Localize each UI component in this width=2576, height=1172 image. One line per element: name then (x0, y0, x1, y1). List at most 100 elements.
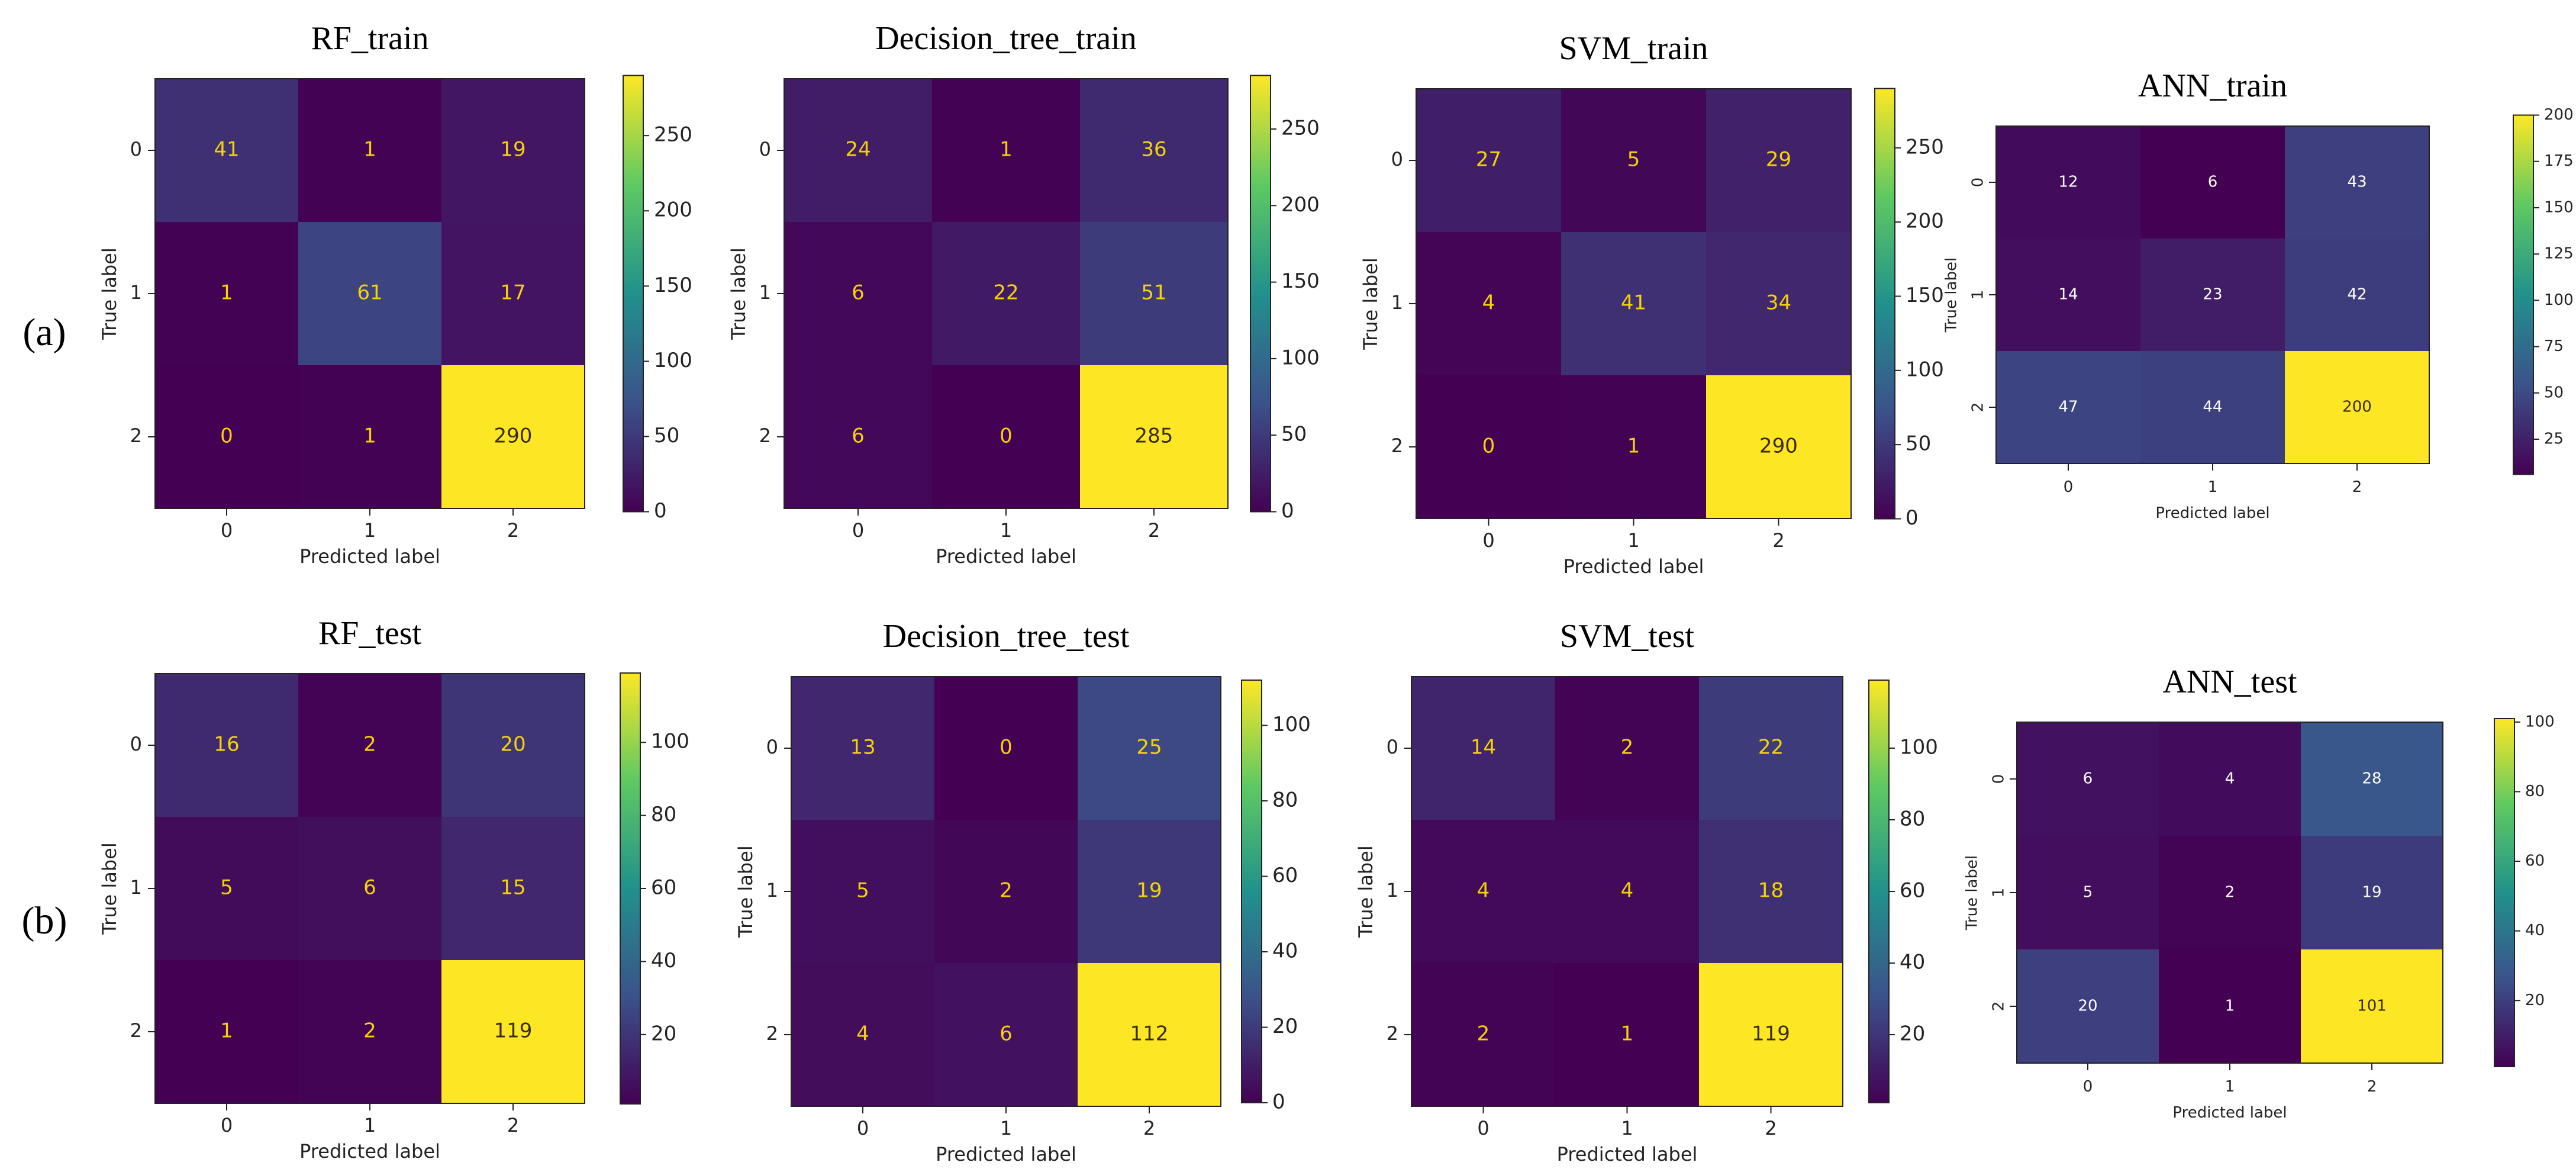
confusion-matrix-panel: Decision_tree_train 24 1 36 6 22 51 6 0 285 0 1 2 0 1 2… (727, 20, 1320, 568)
cell-value-label: 6 (2083, 770, 2093, 788)
colorbar-tick-label: 50 (654, 424, 679, 447)
colorbar-tick-label: 150 (1281, 269, 1320, 293)
colorbar-tick-label: 60 (1272, 864, 1298, 887)
cell-value-label: 2 (363, 733, 376, 756)
y-tick-label: 0 (766, 736, 778, 758)
y-tick-label: 0 (130, 733, 142, 755)
matrix-cell (155, 365, 298, 508)
y-axis-label: True label (98, 247, 121, 340)
x-tick-label: 0 (857, 1117, 869, 1139)
matrix-cell (2301, 949, 2443, 1063)
colorbar-tick-label: 200 (1906, 210, 1944, 233)
cell-value-label: 2 (2225, 884, 2235, 901)
x-tick-label: 1 (1621, 1117, 1633, 1139)
cell-value-label: 4 (1621, 879, 1634, 903)
colorbar-tick-label: 100 (1900, 735, 1938, 759)
matrix-cell (441, 674, 585, 817)
x-tick-label: 1 (1000, 1117, 1012, 1139)
matrix-cell (1078, 677, 1221, 820)
colorbar-tick-label: 60 (651, 876, 676, 900)
cell-value-label: 285 (1135, 424, 1173, 448)
matrix-cell (298, 365, 441, 508)
cell-value-label: 29 (1766, 148, 1791, 172)
cell-value-label: 41 (1621, 291, 1646, 315)
matrix-cell (2285, 351, 2429, 463)
confusion-matrix-panel: SVM_train 27 5 29 4 41 34 0 1 290 0 1 2 0 1 2 Predicted … (1359, 30, 1944, 578)
matrix-cell (298, 674, 441, 817)
matrix-cell (784, 365, 932, 508)
matrix-cell (934, 820, 1078, 963)
y-tick-label: 1 (1391, 291, 1403, 314)
cell-value-label: 1 (220, 1019, 233, 1043)
chart-title: RF_test (318, 615, 422, 652)
cell-value-label: 12 (2058, 173, 2078, 191)
chart-title: Decision_tree_train (875, 20, 1137, 57)
cell-value-label: 44 (2203, 398, 2222, 416)
chart-title: SVM_test (1560, 618, 1695, 655)
colorbar-tick-label: 40 (2525, 922, 2545, 939)
matrix-cell (1080, 365, 1228, 508)
y-tick-label: 1 (1387, 879, 1398, 901)
colorbar-tick-label: 200 (1281, 193, 1320, 217)
cell-value-label: 5 (856, 879, 869, 903)
cell-value-label: 1 (1627, 434, 1640, 458)
matrix-cell (2301, 722, 2443, 836)
cell-value-label: 6 (2208, 173, 2218, 191)
cell-value-label: 112 (1130, 1022, 1169, 1046)
x-tick-label: 2 (1143, 1117, 1155, 1139)
colorbar (1241, 680, 1262, 1103)
y-tick-label: 2 (1391, 434, 1403, 457)
x-axis-label: Predicted label (2172, 1104, 2287, 1122)
colorbar-tick-label: 100 (1272, 713, 1311, 736)
cell-value-label: 19 (1136, 879, 1162, 903)
x-tick-label: 1 (2208, 478, 2218, 496)
matrix-cell (784, 222, 932, 365)
matrix-cell (934, 677, 1078, 820)
matrix-cell (298, 817, 441, 960)
matrix-cell (2159, 836, 2301, 949)
cell-value-label: 290 (1759, 434, 1798, 458)
x-axis-label: Predicted label (2155, 504, 2269, 522)
colorbar-tick-label: 60 (2525, 852, 2545, 870)
colorbar-tick-label: 100 (651, 730, 689, 754)
matrix-cell (1699, 677, 1843, 820)
matrix-cell (791, 820, 934, 963)
cell-value-label: 1 (220, 281, 233, 305)
confusion-matrix-panel: RF_train 41 1 19 1 61 17 0 1 290 0 1 2 0 1 2 Predicted l… (98, 20, 692, 568)
cell-value-label: 1 (1621, 1022, 1634, 1046)
colorbar-tick-label: 100 (1906, 358, 1944, 381)
x-tick-label: 0 (221, 1114, 233, 1136)
cell-value-label: 15 (500, 876, 525, 900)
matrix-cell (2017, 949, 2159, 1063)
chart-title: Decision_tree_test (883, 618, 1130, 655)
cell-value-label: 14 (2058, 286, 2078, 304)
x-tick-label: 2 (2352, 478, 2362, 496)
matrix-cell (2017, 722, 2159, 836)
matrix-cell (1078, 963, 1221, 1106)
matrix-cell (2140, 126, 2285, 239)
x-tick-label: 2 (1765, 1117, 1777, 1139)
row-label-a: (a) (22, 311, 66, 354)
colorbar-tick-label: 40 (1900, 951, 1925, 974)
colorbar-tick-label: 250 (1281, 117, 1320, 140)
x-tick-label: 2 (2367, 1078, 2377, 1096)
colorbar-tick-label: 0 (654, 499, 667, 523)
colorbar-tick-label: 200 (2544, 106, 2574, 124)
x-tick-label: 0 (1482, 529, 1494, 552)
matrix-cell (441, 817, 585, 960)
y-axis-label: True label (1943, 257, 1961, 333)
cell-value-label: 51 (1141, 281, 1166, 305)
cell-value-label: 6 (363, 876, 376, 900)
cell-value-label: 16 (214, 733, 239, 756)
chart-title: ANN_train (2138, 67, 2287, 104)
cell-value-label: 2 (1621, 736, 1634, 759)
y-axis-label: True label (1359, 257, 1382, 350)
colorbar-tick-label: 40 (651, 949, 676, 973)
colorbar-tick-label: 50 (2544, 384, 2564, 401)
cell-value-label: 0 (1482, 434, 1495, 458)
cell-value-label: 0 (220, 424, 233, 448)
